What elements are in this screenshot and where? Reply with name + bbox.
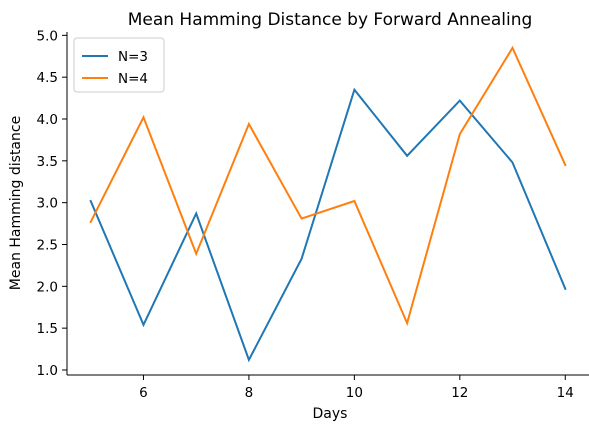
y-tick-label: 2.0 bbox=[37, 279, 58, 295]
y-tick-label: 4.0 bbox=[37, 112, 58, 128]
legend: N=3N=4 bbox=[73, 37, 165, 93]
y-axis-label: Mean Hamming distance bbox=[8, 116, 24, 290]
y-tick-label: 2.5 bbox=[37, 237, 58, 253]
y-tick-label: 5.0 bbox=[37, 28, 58, 44]
y-tick-label: 3.5 bbox=[37, 154, 58, 170]
x-ticks: 6 8 10 12 14 bbox=[139, 375, 574, 401]
x-tick-label: 10 bbox=[346, 385, 363, 401]
series-lines bbox=[89, 45, 567, 363]
legend-label: N=3 bbox=[118, 49, 148, 65]
axes bbox=[66, 32, 589, 376]
y-tick-label: 1.5 bbox=[37, 321, 58, 337]
y-ticks: 1.0 1.5 2.0 2.5 3.0 3.5 4.0 4.5 5.0 bbox=[37, 28, 67, 379]
x-tick-label: 8 bbox=[245, 385, 254, 401]
chart-title: Mean Hamming Distance by Forward Anneali… bbox=[128, 10, 533, 30]
series-line-n4 bbox=[89, 45, 567, 327]
y-tick-label: 1.0 bbox=[37, 363, 58, 379]
x-tick-label: 6 bbox=[139, 385, 148, 401]
x-axis-label: Days bbox=[313, 406, 348, 422]
series-line-n3 bbox=[89, 87, 567, 363]
x-tick-label: 14 bbox=[557, 385, 574, 401]
legend-label: N=4 bbox=[118, 71, 148, 87]
y-tick-label: 4.5 bbox=[37, 70, 58, 86]
x-tick-label: 12 bbox=[451, 385, 468, 401]
y-tick-label: 3.0 bbox=[37, 196, 58, 212]
